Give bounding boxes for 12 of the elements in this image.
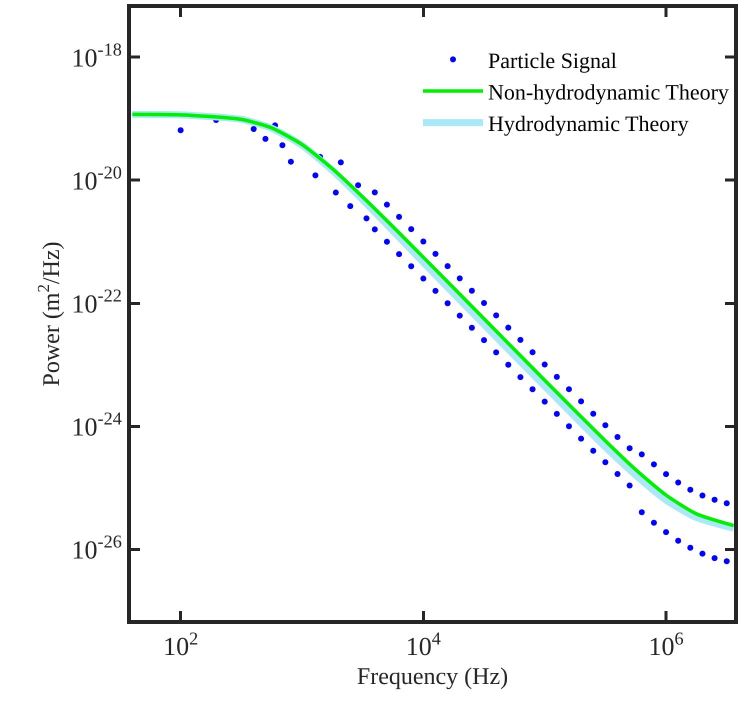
x-tick-label: 10$^{4}$	[406, 628, 441, 662]
legend-label: Non-hydrodynamic Theory	[488, 80, 729, 105]
y-tick-label: 10$^{-22}$	[72, 285, 122, 318]
y-tick-label: 10$^{-24}$	[72, 408, 122, 442]
x-tick-label: 10$^{6}$	[648, 628, 684, 662]
y-tick-label: 10$^{-26}$	[72, 532, 122, 564]
y-tick-label: 10$^{-20}$	[72, 162, 122, 196]
legend-label: Hydrodynamic Theory	[488, 111, 689, 136]
y-tick-label: 10$^{-18}$	[72, 39, 122, 72]
x-tick-label: 10$^{2}$	[163, 628, 198, 662]
legend-label: Particle Signal	[488, 48, 617, 73]
x-axis-title: Frequency (Hz)	[356, 664, 508, 690]
